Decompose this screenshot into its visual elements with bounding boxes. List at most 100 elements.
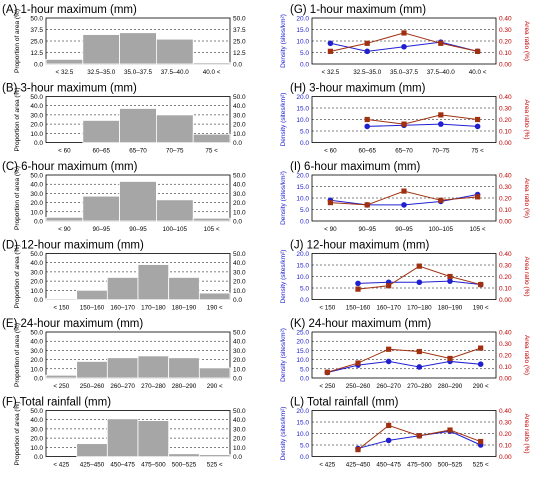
y-tick-label: 5.0 xyxy=(300,129,309,136)
y-tick-label: 40.0 xyxy=(30,103,43,110)
y2-tick-label: 0.20 xyxy=(499,353,512,360)
x-tick-label: 160–170 xyxy=(376,305,401,312)
area-ratio-point xyxy=(478,438,484,445)
panel-title: (C) 6-hour maximum (mm) xyxy=(2,161,138,173)
y-tick-label: 15.0 xyxy=(296,263,309,270)
bar xyxy=(119,181,157,222)
y2-tick-label: 20.0 xyxy=(233,200,246,207)
bar xyxy=(106,357,139,379)
x-tick-label: 450–475 xyxy=(110,462,135,469)
x-tick-label: 475–500 xyxy=(141,462,166,469)
y-tick-label: 0.0 xyxy=(300,140,309,147)
y2-tick-label: 50.0 xyxy=(233,251,246,258)
y-axis-label: Density (sites/km²) xyxy=(280,93,287,147)
y-tick-label: 10.0 xyxy=(296,196,309,203)
panel-title: (H) 3-hour maximum (mm) xyxy=(290,83,426,95)
area-ratio-point xyxy=(478,281,484,288)
y2-tick-label: 0.00 xyxy=(499,62,512,69)
y2-tick-label: 0.20 xyxy=(499,274,512,281)
x-tick-label: 90–95 xyxy=(92,226,110,233)
y-axis-label: Proportion of area (%) xyxy=(14,9,21,73)
y-axis-label: Density (sites/km²) xyxy=(280,14,287,68)
density-line xyxy=(367,123,478,127)
y-tick-label: 20.0 xyxy=(30,357,43,364)
panel-d: (D) 12-hour maximum (mm) 0.0 10.0 20.0 30.0 4… xyxy=(2,240,246,312)
x-tick-label: 60–65 xyxy=(358,148,376,155)
y2-tick-label: 0.40 xyxy=(499,173,512,180)
area-ratio-point xyxy=(475,116,481,123)
x-tick-label: < 60 xyxy=(324,148,337,155)
y-tick-label: 20.0 xyxy=(30,279,43,286)
y-tick-label: 0.0 xyxy=(34,376,43,383)
x-tick-label: 450–475 xyxy=(376,462,401,469)
y-tick-label: 10.0 xyxy=(296,117,309,124)
area-ratio-point xyxy=(416,263,422,269)
bar xyxy=(198,454,231,457)
bar xyxy=(76,443,108,457)
y-tick-label: 50.0 xyxy=(30,330,43,337)
area-ratio-point xyxy=(478,345,484,351)
y-tick-label: 0.0 xyxy=(300,454,309,461)
y-axis-label: Proportion of area (%) xyxy=(14,323,21,387)
bar xyxy=(106,418,139,457)
y-tick-label: 40.0 xyxy=(30,260,43,267)
y-tick-label: 10.0 xyxy=(296,39,309,46)
x-tick-label: < 32.5 xyxy=(56,69,74,76)
x-tick-label: 37.5–40.0 xyxy=(427,69,456,76)
x-tick-label: 32.5–35.0 xyxy=(353,69,382,76)
y2-tick-label: 50.0 xyxy=(233,94,246,101)
density-point xyxy=(438,121,444,127)
y2-axis-label: Area ratio (%) xyxy=(523,178,530,218)
panel-j: (J) 12-hour maximum (mm) 0.0 5.0 10.0 15.0 20… xyxy=(280,240,530,312)
bar xyxy=(192,217,231,222)
density-point xyxy=(416,364,423,370)
y2-tick-label: 0.00 xyxy=(499,376,512,383)
y-tick-label: 20.0 xyxy=(296,94,309,101)
x-tick-label: < 250 xyxy=(53,383,69,390)
area-ratio-point xyxy=(447,427,453,433)
x-tick-label: 65–70 xyxy=(395,148,413,155)
y2-tick-label: 0.10 xyxy=(499,443,512,450)
y2-axis-label: Area ratio (%) xyxy=(523,21,530,61)
panel-title: (B) 3-hour maximum (mm) xyxy=(2,83,137,95)
density-point xyxy=(355,280,361,287)
bar xyxy=(45,374,78,379)
y-tick-label: 10.0 xyxy=(30,131,43,138)
y2-tick-label: 0.10 xyxy=(499,286,512,293)
x-tick-label: < 425 xyxy=(319,462,335,469)
x-tick-label: 160–170 xyxy=(110,305,135,312)
y-tick-label: 10.0 xyxy=(296,274,309,281)
x-tick-label: < 32.5 xyxy=(322,69,340,76)
x-tick-label: 170–180 xyxy=(141,305,166,312)
x-tick-label: 260–270 xyxy=(376,383,401,390)
x-tick-label: 500–525 xyxy=(172,462,197,469)
y2-tick-label: 0.10 xyxy=(499,364,512,371)
density-point xyxy=(474,123,481,130)
x-tick-label: 270–280 xyxy=(141,383,166,390)
x-tick-label: 290 < xyxy=(207,383,223,390)
density-point xyxy=(477,361,484,368)
bar xyxy=(168,277,200,300)
x-tick-label: < 150 xyxy=(53,305,69,312)
panel-c: (C) 6-hour maximum (mm) 0.0 10.0 20.0 30.0 40… xyxy=(2,161,246,233)
y-tick-label: 0.0 xyxy=(34,62,43,69)
x-tick-label: 250–260 xyxy=(80,383,105,390)
y2-tick-label: 30.0 xyxy=(233,348,246,355)
y-tick-label: 5.0 xyxy=(300,286,309,293)
bar xyxy=(45,59,84,65)
area-ratio-point xyxy=(327,200,333,206)
panel-title: (J) 12-hour maximum (mm) xyxy=(290,240,429,252)
y-tick-label: 5.0 xyxy=(300,443,309,450)
y-tick-label: 25.0 xyxy=(296,330,309,337)
panel-title: (F) Total rainfall (mm) xyxy=(2,397,111,409)
y-axis-label: Proportion of area (%) xyxy=(14,166,21,230)
y-tick-label: 50.0 xyxy=(30,16,43,23)
area-ratio-point xyxy=(386,283,392,289)
y2-tick-label: 20.0 xyxy=(233,357,246,364)
density-point xyxy=(401,202,407,208)
area-ratio-point xyxy=(475,194,481,200)
y-tick-label: 10.0 xyxy=(30,366,43,373)
panel-title: (K) 24-hour maximum (mm) xyxy=(290,318,431,330)
bar xyxy=(155,114,194,143)
y-tick-label: 5.0 xyxy=(300,207,309,214)
